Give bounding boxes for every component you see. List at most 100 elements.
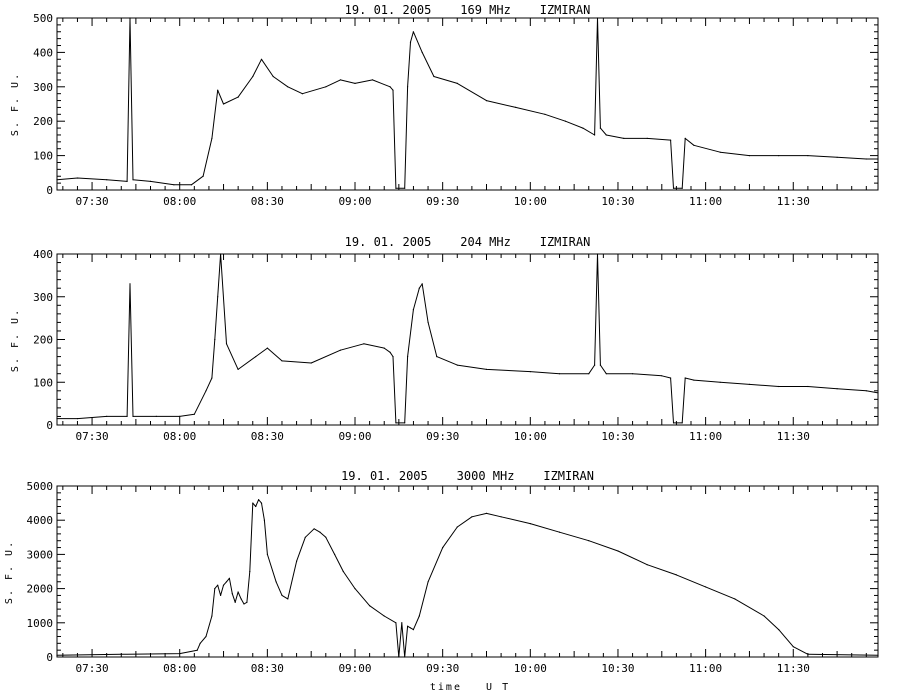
data-point: [252, 502, 254, 504]
data-point: [748, 155, 751, 157]
data-point: [155, 415, 157, 417]
data-point: [456, 82, 458, 84]
data-point: [287, 598, 289, 600]
data-point: [263, 519, 265, 521]
data-point: [485, 100, 488, 102]
data-point: [205, 390, 207, 392]
data-point: [296, 560, 298, 562]
x-tick-label: 08:30: [251, 662, 284, 675]
data-point: [325, 536, 327, 538]
y-tick-label: 400: [33, 248, 53, 261]
data-point: [129, 17, 131, 19]
data-point: [734, 598, 736, 600]
data-point: [395, 187, 397, 189]
data-point: [217, 584, 219, 586]
data-point: [249, 570, 251, 573]
data-point: [334, 553, 336, 556]
data-point: [106, 179, 108, 181]
data-point: [792, 646, 794, 648]
y-axis-label: S. F. U.: [10, 72, 21, 136]
data-point: [442, 547, 444, 549]
y-tick-label: 0: [46, 651, 53, 664]
x-tick-label: 09:00: [338, 195, 371, 208]
data-point: [456, 364, 458, 366]
data-point: [179, 415, 181, 417]
data-point: [287, 86, 289, 88]
data-point: [310, 362, 312, 364]
data-point: [778, 385, 780, 388]
data-point: [407, 86, 409, 88]
y-tick-label: 300: [33, 81, 53, 94]
data-point: [596, 17, 599, 19]
data-point: [211, 615, 213, 617]
data-point: [401, 622, 403, 624]
data-point: [877, 392, 879, 394]
data-point: [319, 531, 321, 533]
data-point: [369, 605, 371, 607]
y-tick-label: 300: [33, 291, 53, 304]
data-point: [231, 593, 233, 595]
x-tick-label: 08:00: [163, 662, 196, 675]
data-point: [670, 139, 672, 141]
data-point: [211, 377, 213, 379]
x-tick-label: 09:30: [426, 430, 459, 443]
data-point: [672, 187, 675, 189]
data-point: [275, 581, 277, 583]
data-point: [623, 137, 625, 139]
data-point: [409, 627, 412, 629]
data-point: [173, 184, 175, 186]
data-point: [500, 516, 502, 518]
x-tick-label: 10:00: [514, 430, 547, 443]
data-point: [196, 649, 198, 651]
data-point: [56, 179, 58, 181]
data-point: [693, 379, 695, 381]
data-point: [132, 415, 134, 417]
x-tick-label: 08:30: [251, 195, 284, 208]
y-tick-label: 500: [33, 12, 53, 25]
y-tick-label: 4000: [27, 514, 54, 527]
data-point: [865, 158, 867, 160]
data-point: [646, 564, 648, 566]
data-point: [106, 415, 108, 417]
x-tick-label: 10:00: [514, 662, 547, 675]
data-point: [421, 283, 423, 285]
data-point: [179, 653, 181, 655]
data-point: [281, 594, 283, 597]
x-tick-label: 08:00: [163, 430, 196, 443]
data-point: [594, 364, 596, 366]
series-line-1: [56, 17, 878, 189]
y-tick-label: 1000: [27, 617, 54, 630]
data-point: [255, 356, 257, 358]
data-point: [126, 415, 128, 417]
data-point: [427, 321, 429, 323]
data-point: [558, 373, 561, 375]
data-point: [485, 368, 488, 370]
y-tick-label: 100: [33, 150, 53, 163]
data-point: [456, 526, 458, 528]
data-point: [363, 343, 365, 345]
data-point: [661, 375, 663, 377]
data-point: [763, 615, 765, 617]
data-point: [220, 253, 222, 255]
data-point: [301, 93, 303, 95]
data-point: [471, 516, 473, 518]
data-point: [237, 368, 239, 370]
x-tick-label: 07:30: [75, 430, 108, 443]
y-tick-label: 2000: [27, 583, 54, 596]
data-point: [258, 499, 260, 501]
data-point: [778, 155, 780, 157]
data-point: [605, 373, 607, 375]
x-tick-label: 10:30: [601, 195, 634, 208]
data-point: [675, 574, 678, 576]
data-point: [646, 137, 648, 139]
data-point: [243, 603, 245, 605]
data-point: [865, 390, 867, 392]
data-point: [617, 550, 619, 552]
data-point: [681, 187, 683, 189]
data-point: [255, 505, 257, 508]
data-point: [807, 653, 809, 655]
data-point: [234, 601, 236, 603]
data-point: [418, 287, 420, 289]
y-tick-label: 0: [46, 184, 53, 197]
data-point: [599, 127, 602, 129]
